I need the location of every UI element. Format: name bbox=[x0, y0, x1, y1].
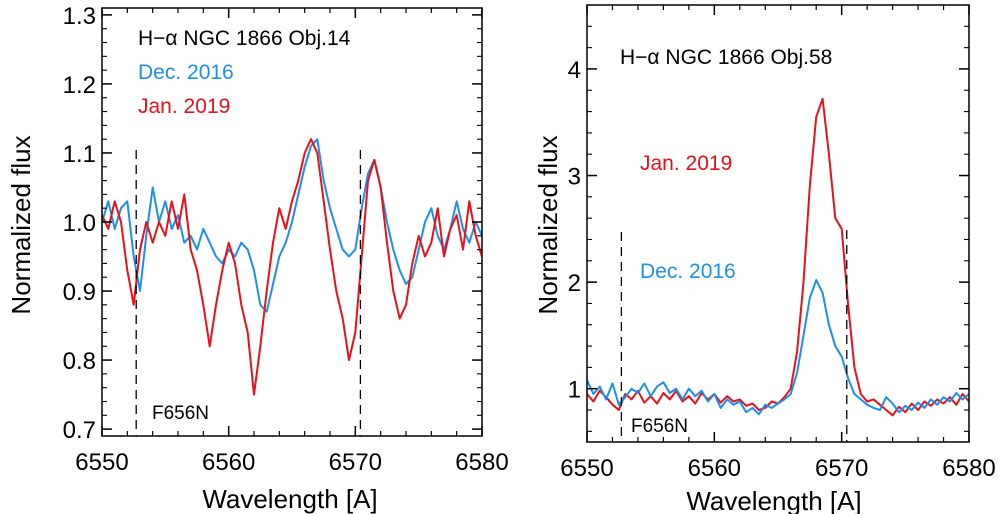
x-tick-label: 6570 bbox=[329, 449, 382, 476]
right-legend-jan2019: Jan. 2019 bbox=[640, 152, 732, 175]
left-x-axis-label: Wavelength [A] bbox=[202, 484, 377, 514]
x-tick-label: 6580 bbox=[455, 449, 508, 476]
right-panel: 6550 6560 6570 6580 1 2 3 4 Wavelength [A] Norm… bbox=[533, 4, 996, 514]
right-ticks: 6550 6560 6570 6580 1 2 3 4 bbox=[560, 4, 996, 482]
left-filter-lines bbox=[135, 150, 362, 436]
left-filter-label: F656N bbox=[152, 403, 209, 424]
x-tick-label: 6550 bbox=[560, 455, 613, 482]
left-panel: 6550 6560 6570 6580 0.7 0.8 0.9 1.0 1.1 1.2 1.3 Wa… bbox=[6, 3, 509, 514]
series-line-dec-2016 bbox=[102, 138, 482, 313]
left-ticks: 6550 6560 6570 6580 0.7 0.8 0.9 1.0 1.1 1.2 1.3 bbox=[63, 3, 509, 476]
series-line-dec-2016 bbox=[587, 279, 969, 416]
x-tick-label: 6580 bbox=[942, 455, 995, 482]
right-legend-dec2016: Dec. 2016 bbox=[640, 260, 736, 283]
y-tick-label: 0.8 bbox=[63, 348, 96, 375]
right-y-axis-label: Normalized flux bbox=[533, 135, 563, 314]
right-object-annotation: H−α NGC 1866 Obj.58 bbox=[620, 46, 832, 69]
series-line-jan-2019 bbox=[587, 97, 969, 417]
y-tick-label: 1.1 bbox=[63, 141, 96, 168]
right-filter-lines bbox=[620, 230, 848, 442]
y-tick-label: 4 bbox=[568, 57, 581, 84]
left-series-lines bbox=[102, 138, 482, 396]
x-tick-label: 6560 bbox=[688, 455, 741, 482]
y-tick-label: 1.3 bbox=[63, 3, 96, 30]
x-tick-label: 6570 bbox=[815, 455, 868, 482]
y-tick-label: 2 bbox=[568, 270, 581, 297]
left-object-annotation: H−α NGC 1866 Obj.14 bbox=[138, 27, 351, 50]
right-filter-label: F656N bbox=[631, 416, 688, 437]
y-tick-label: 0.9 bbox=[63, 279, 96, 306]
y-tick-label: 3 bbox=[568, 164, 581, 191]
x-tick-label: 6560 bbox=[202, 449, 255, 476]
right-plot-frame bbox=[586, 4, 970, 443]
right-series-lines bbox=[587, 97, 969, 417]
x-tick-label: 6550 bbox=[75, 449, 128, 476]
y-tick-label: 1.0 bbox=[63, 210, 96, 237]
left-legend-jan2019: Jan. 2019 bbox=[138, 95, 230, 118]
y-tick-label: 1 bbox=[568, 377, 581, 404]
left-y-axis-label: Normalized flux bbox=[6, 135, 36, 314]
right-x-axis-label: Wavelength [A] bbox=[686, 486, 861, 514]
y-tick-label: 0.7 bbox=[63, 417, 96, 444]
left-legend-dec2016: Dec. 2016 bbox=[138, 61, 234, 84]
y-tick-label: 1.2 bbox=[63, 72, 96, 99]
series-line-jan-2019 bbox=[102, 138, 482, 396]
